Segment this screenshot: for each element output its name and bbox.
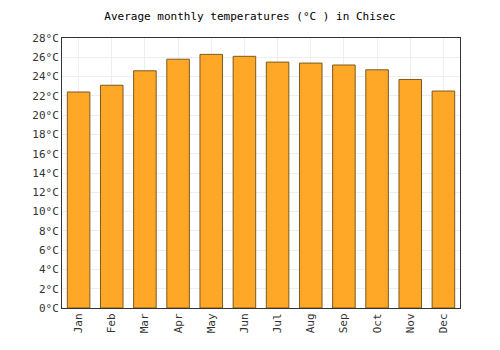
svg-text:0°C: 0°C bbox=[39, 302, 59, 315]
svg-text:Apr: Apr bbox=[172, 313, 185, 333]
svg-text:Jan: Jan bbox=[72, 313, 85, 333]
svg-text:10°C: 10°C bbox=[32, 205, 59, 218]
svg-text:2°C: 2°C bbox=[39, 283, 59, 296]
svg-text:28°C: 28°C bbox=[32, 32, 59, 45]
svg-text:Average monthly temperatures (: Average monthly temperatures (°C ) in Ch… bbox=[104, 10, 395, 23]
svg-text:May: May bbox=[205, 313, 218, 333]
svg-text:20°C: 20°C bbox=[32, 109, 59, 122]
svg-text:Jul: Jul bbox=[271, 313, 284, 333]
svg-text:16°C: 16°C bbox=[32, 148, 59, 161]
svg-text:Jun: Jun bbox=[238, 313, 251, 333]
svg-text:Oct: Oct bbox=[371, 313, 384, 333]
svg-text:22°C: 22°C bbox=[32, 90, 59, 103]
svg-text:24°C: 24°C bbox=[32, 70, 59, 83]
svg-text:Feb: Feb bbox=[105, 313, 118, 333]
svg-text:12°C: 12°C bbox=[32, 186, 59, 199]
svg-text:Sep: Sep bbox=[337, 313, 350, 333]
svg-text:Mar: Mar bbox=[138, 313, 151, 333]
svg-text:18°C: 18°C bbox=[32, 128, 59, 141]
svg-text:4°C: 4°C bbox=[39, 263, 59, 276]
svg-text:6°C: 6°C bbox=[39, 244, 59, 257]
svg-text:Aug: Aug bbox=[304, 313, 317, 333]
svg-text:14°C: 14°C bbox=[32, 167, 59, 180]
svg-text:Nov: Nov bbox=[404, 313, 417, 333]
svg-text:Dec: Dec bbox=[437, 313, 450, 333]
svg-text:8°C: 8°C bbox=[39, 225, 59, 238]
svg-text:26°C: 26°C bbox=[32, 51, 59, 64]
